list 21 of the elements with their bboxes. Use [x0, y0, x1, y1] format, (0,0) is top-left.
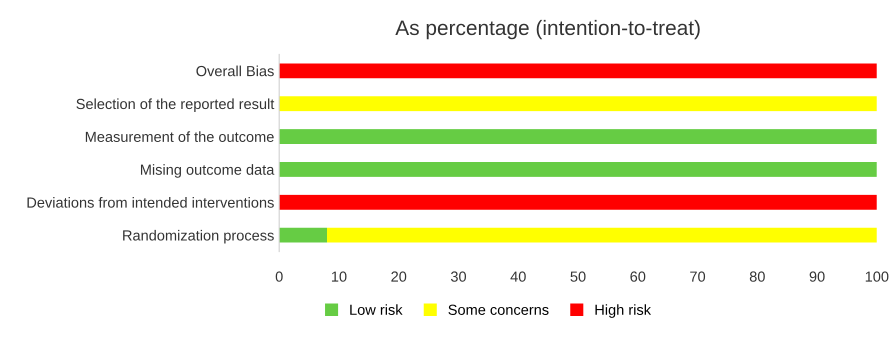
y-tick-label: Selection of the reported result — [76, 98, 274, 112]
y-tick-label: Mising outcome data — [140, 164, 274, 178]
y-tick-label: Overall Bias — [196, 66, 274, 76]
x-tick-label: 40 — [510, 271, 526, 282]
y-tick-label: Deviations from intended interventions — [27, 197, 274, 208]
x-tick-label: 60 — [630, 271, 646, 282]
chart-title: As percentage (intention-to-treat) — [395, 20, 700, 40]
legend-label: High risk — [595, 304, 652, 318]
y-tick-label: Measurement of the outcome — [86, 131, 274, 142]
x-tick-label: 80 — [750, 271, 765, 282]
x-tick-label: 30 — [450, 271, 466, 282]
x-tick-label: 50 — [570, 271, 586, 282]
x-tick-label: 70 — [690, 271, 706, 282]
x-tick-label: 10 — [332, 271, 346, 282]
x-tick-label: 90 — [810, 271, 825, 282]
legend-label: Low risk — [350, 304, 403, 315]
y-tick-label: Randomization process — [123, 230, 274, 244]
x-tick-label: 20 — [391, 271, 406, 282]
x-tick-label: 100 — [866, 271, 888, 282]
legend-label: Some concerns — [448, 304, 549, 315]
x-tick-label: 0 — [276, 271, 283, 282]
